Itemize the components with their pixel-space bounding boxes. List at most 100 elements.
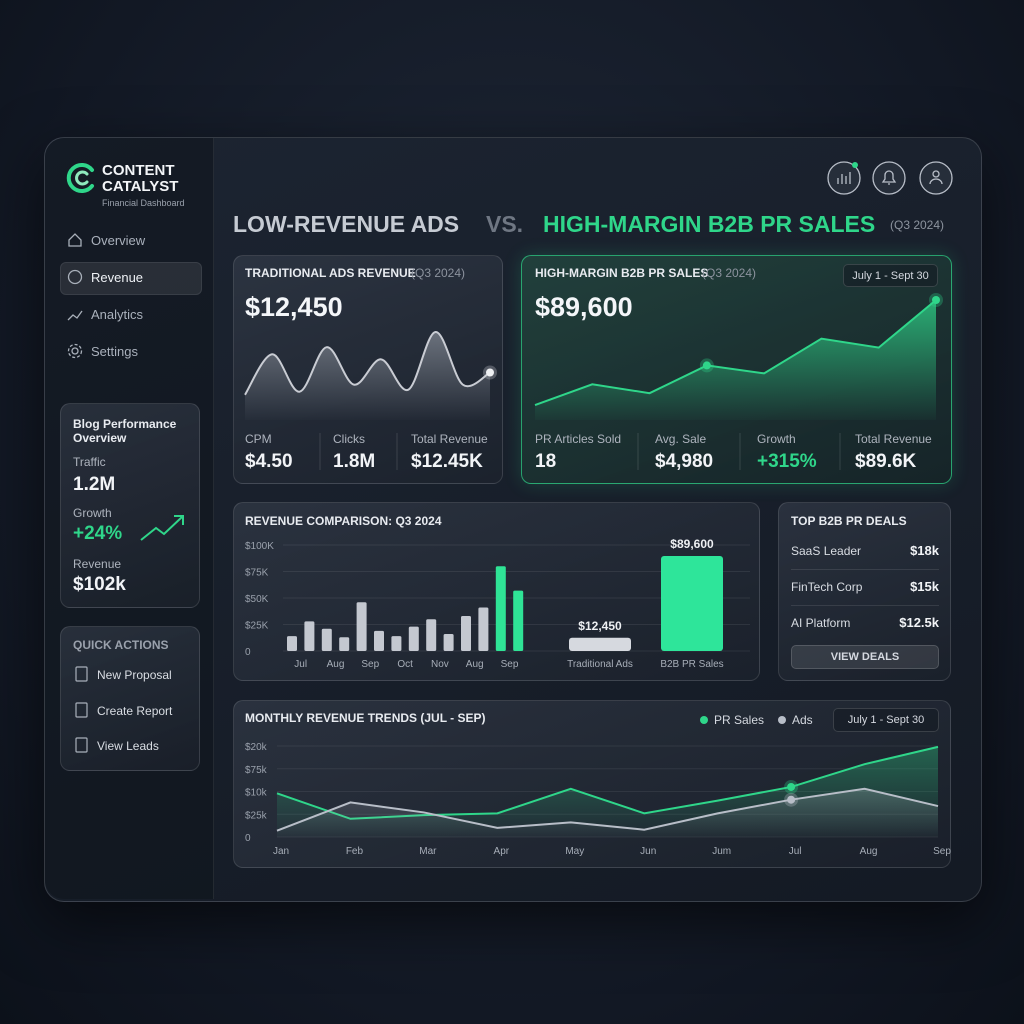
bar (426, 619, 437, 651)
stat-label: Total Revenue (855, 432, 932, 446)
brand-subtitle: Financial Dashboard (102, 198, 185, 208)
action-item[interactable]: View Leads (97, 739, 159, 753)
series-line (276, 787, 939, 832)
y-tick-label: $75k (245, 765, 268, 776)
x-tick-label: Jan (273, 846, 289, 857)
quick-actions-title: QUICK ACTIONS (73, 638, 169, 652)
x-tick-label: Aug (860, 846, 878, 857)
bar (339, 637, 350, 651)
stat-value: $102k (73, 574, 126, 595)
x-tick-label: Sep (361, 659, 379, 670)
y-tick-label: 0 (245, 833, 251, 844)
legend-label: Ads (792, 713, 813, 727)
stat-label: Traffic (73, 455, 106, 469)
deals-card (778, 502, 951, 681)
x-tick-label: Sep (501, 659, 519, 670)
stat-label: Growth (73, 506, 112, 520)
legend-dot (778, 716, 786, 724)
stat-value: 1.2M (73, 474, 116, 495)
x-tick-label: Traditional Ads (567, 659, 633, 670)
bar (391, 636, 402, 651)
legend-dot (700, 716, 708, 724)
point (702, 361, 711, 370)
nav-item[interactable]: Revenue (91, 270, 144, 285)
stat-value: 18 (535, 451, 557, 472)
stat-value: 1.8M (333, 451, 376, 472)
total-bar (569, 637, 631, 651)
bar (513, 590, 524, 651)
deal-name: SaaS Leader (791, 544, 862, 558)
x-tick-label: Feb (346, 846, 364, 857)
bar (408, 626, 419, 651)
separator (791, 569, 939, 570)
action-item[interactable]: Create Report (97, 704, 173, 718)
card-total: $89,600 (535, 292, 633, 322)
total-bar (661, 556, 723, 651)
view-deals-button[interactable]: VIEW DEALS (791, 645, 939, 669)
action-icons (75, 666, 88, 753)
blog-card (60, 403, 200, 608)
x-tick-label: Jul (789, 846, 802, 857)
stat-label: Growth (757, 432, 796, 446)
x-tick-label: Oct (397, 659, 413, 670)
logo-icon (66, 163, 94, 193)
bar (356, 602, 367, 651)
nav-item[interactable]: Overview (91, 233, 146, 248)
stat-value: $12.45K (411, 451, 483, 472)
value-label: $12,450 (578, 619, 622, 633)
bar (461, 616, 471, 651)
date-range[interactable]: July 1 - Sept 30 (833, 708, 939, 732)
area-fill (245, 331, 490, 420)
x-tick-label: Jum (712, 846, 731, 857)
stat-value: $4.50 (245, 451, 293, 472)
bar (321, 628, 332, 651)
card-period: (Q3 2024) (702, 266, 757, 280)
value-label: $89,600 (670, 537, 714, 551)
stat-value: $89.6K (855, 451, 917, 472)
blog-title: Blog Performance Overview (73, 417, 177, 446)
headline-vs: VS. (486, 211, 524, 237)
card-title: TRADITIONAL ADS REVENUE (245, 266, 416, 280)
area-fill (535, 300, 936, 420)
card-title: MONTHLY REVENUE TRENDS (JUL - SEP) (245, 711, 486, 725)
stat-label: Clicks (333, 432, 365, 446)
point (787, 795, 796, 804)
x-tick-label: Apr (494, 846, 510, 857)
x-tick-label: Aug (466, 659, 484, 670)
x-tick-label: Sep (933, 846, 951, 857)
action-item[interactable]: New Proposal (97, 668, 172, 682)
card-title: HIGH-MARGIN B2B PR SALES (535, 266, 709, 280)
point (787, 782, 796, 791)
date-range[interactable]: July 1 - Sept 30 (843, 264, 938, 287)
y-tick-label: $25k (245, 810, 268, 821)
stat-value: +24% (73, 523, 123, 544)
nav-item[interactable]: Analytics (91, 307, 144, 322)
deal-value: $18k (910, 543, 939, 558)
x-tick-label: Jun (640, 846, 656, 857)
y-tick-label: $50K (245, 594, 269, 605)
card-title: TOP B2B PR DEALS (791, 514, 907, 528)
y-tick-label: $10k (245, 788, 268, 799)
bar (374, 630, 384, 651)
brand-line2: CATALYST (102, 178, 179, 195)
deal-name: FinTech Corp (791, 580, 863, 594)
headline-right: HIGH-MARGIN B2B PR SALES (543, 211, 876, 237)
deal-value: $12.5k (899, 615, 939, 630)
bar (478, 607, 489, 651)
bar (495, 566, 506, 651)
y-tick-label: $75K (245, 568, 269, 579)
y-tick-label: 0 (245, 647, 251, 658)
quick-actions-card (60, 626, 200, 771)
point (932, 296, 940, 304)
nav-icons (67, 233, 83, 359)
headline-left: LOW-REVENUE ADS (233, 211, 460, 237)
stat-label: Avg. Sale (655, 432, 707, 446)
area-line (244, 331, 491, 396)
separator (791, 605, 939, 606)
growth-arrow (140, 515, 184, 541)
x-tick-label: Mar (419, 846, 437, 857)
nav-item[interactable]: Settings (91, 344, 138, 359)
area-line (534, 299, 937, 407)
